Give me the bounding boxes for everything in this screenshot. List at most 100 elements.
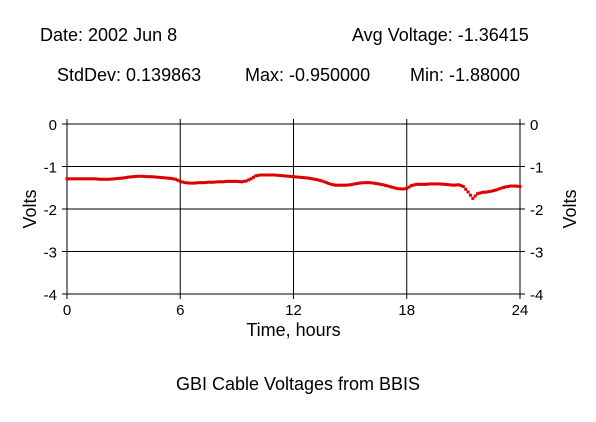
data-point — [240, 180, 244, 184]
data-point-interp — [157, 175, 161, 179]
data-point — [65, 177, 69, 181]
data-point — [103, 177, 107, 181]
data-point — [159, 176, 163, 180]
data-point-interp — [379, 182, 383, 186]
data-point — [89, 177, 93, 181]
data-point — [263, 173, 267, 177]
data-point-interp — [431, 182, 435, 186]
data-point-interp — [152, 175, 156, 179]
data-point — [452, 183, 456, 187]
data-point — [155, 175, 159, 179]
data-point — [405, 187, 409, 191]
data-point-interp — [209, 180, 213, 184]
data-point — [211, 180, 215, 184]
data-point-interp — [171, 177, 175, 181]
data-point — [93, 177, 97, 181]
data-point-interp — [129, 175, 133, 179]
data-point — [334, 183, 338, 187]
data-point-interp — [346, 183, 350, 187]
data-point-interp — [341, 183, 345, 187]
data-point — [225, 179, 229, 183]
data-point — [325, 181, 329, 185]
data-point-interp — [450, 183, 454, 187]
data-point — [461, 184, 465, 188]
data-point — [400, 187, 404, 191]
data-point-interp — [86, 177, 90, 181]
data-point-interp — [223, 180, 227, 184]
data-point — [145, 175, 149, 179]
data-point-interp — [308, 176, 312, 180]
data-point — [447, 183, 451, 187]
data-point — [499, 186, 503, 190]
data-point-interp — [280, 174, 284, 178]
data-point-interp — [195, 181, 199, 185]
data-point — [296, 175, 300, 179]
data-point — [476, 192, 480, 196]
data-point-interp — [459, 184, 463, 188]
data-point-interp — [332, 183, 336, 187]
data-point — [353, 182, 357, 186]
data-point — [409, 184, 413, 188]
x-tick-label: 0 — [63, 302, 71, 319]
data-point-interp — [407, 185, 411, 189]
data-point-interp — [483, 190, 487, 194]
data-point — [518, 184, 522, 188]
data-point-interp — [275, 173, 279, 177]
data-point — [343, 183, 347, 187]
data-point-interp — [242, 179, 246, 183]
data-point-interp — [374, 182, 378, 185]
max-label: Max: -0.950000 — [245, 65, 371, 85]
data-point — [136, 174, 140, 178]
data-point — [122, 176, 126, 180]
data-point-interp — [176, 178, 180, 182]
data-point-interp — [426, 182, 430, 186]
data-point-interp — [72, 177, 76, 181]
data-point-interp — [96, 177, 100, 181]
data-point — [74, 177, 78, 181]
data-point-interp — [110, 177, 114, 181]
data-point — [438, 182, 442, 186]
data-point — [169, 176, 173, 180]
x-tick-label: 12 — [285, 302, 302, 319]
data-point-interp — [270, 173, 274, 177]
data-point — [372, 181, 376, 185]
data-point — [273, 173, 277, 177]
data-point-interp — [336, 183, 340, 187]
axis-ticks: 0 6 12 18 24 0 0 -1 -1 -2 -2 -3 -3 -4 -4 — [44, 117, 544, 319]
data-point — [485, 190, 489, 194]
data-point — [315, 178, 319, 182]
data-point-interp — [313, 177, 317, 181]
data-point — [230, 179, 234, 183]
data-point — [301, 176, 305, 180]
data-point-interp — [350, 182, 354, 186]
data-point-interp — [478, 191, 482, 195]
data-point — [358, 181, 362, 185]
data-point — [494, 188, 498, 192]
data-point-interp — [100, 177, 104, 181]
data-point-interp — [369, 181, 373, 185]
data-point — [433, 182, 437, 186]
data-point — [216, 180, 220, 184]
data-point-interp — [360, 181, 364, 185]
data-point-interp — [148, 175, 152, 179]
data-point-interp — [261, 173, 265, 177]
data-point-interp — [412, 183, 416, 187]
data-point — [207, 180, 211, 184]
data-point — [424, 182, 428, 186]
data-point — [513, 184, 517, 188]
data-point-interp — [218, 180, 222, 184]
y-tick-label: -3 — [44, 245, 57, 262]
y-tick-label-right: -1 — [530, 160, 543, 177]
data-point-interp — [421, 182, 425, 186]
data-point-interp — [284, 174, 288, 178]
data-point — [391, 185, 395, 189]
data-point-interp — [454, 183, 458, 187]
data-point — [457, 183, 461, 187]
data-point-interp — [487, 190, 491, 194]
data-point-interp — [516, 184, 520, 188]
data-point — [466, 190, 470, 194]
data-point — [310, 177, 314, 181]
data-point-interp — [440, 182, 444, 186]
data-point — [117, 176, 121, 180]
